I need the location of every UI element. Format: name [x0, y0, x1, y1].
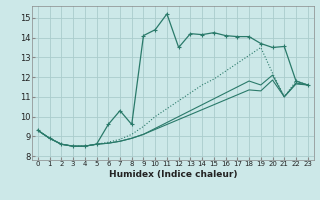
X-axis label: Humidex (Indice chaleur): Humidex (Indice chaleur) [108, 170, 237, 179]
